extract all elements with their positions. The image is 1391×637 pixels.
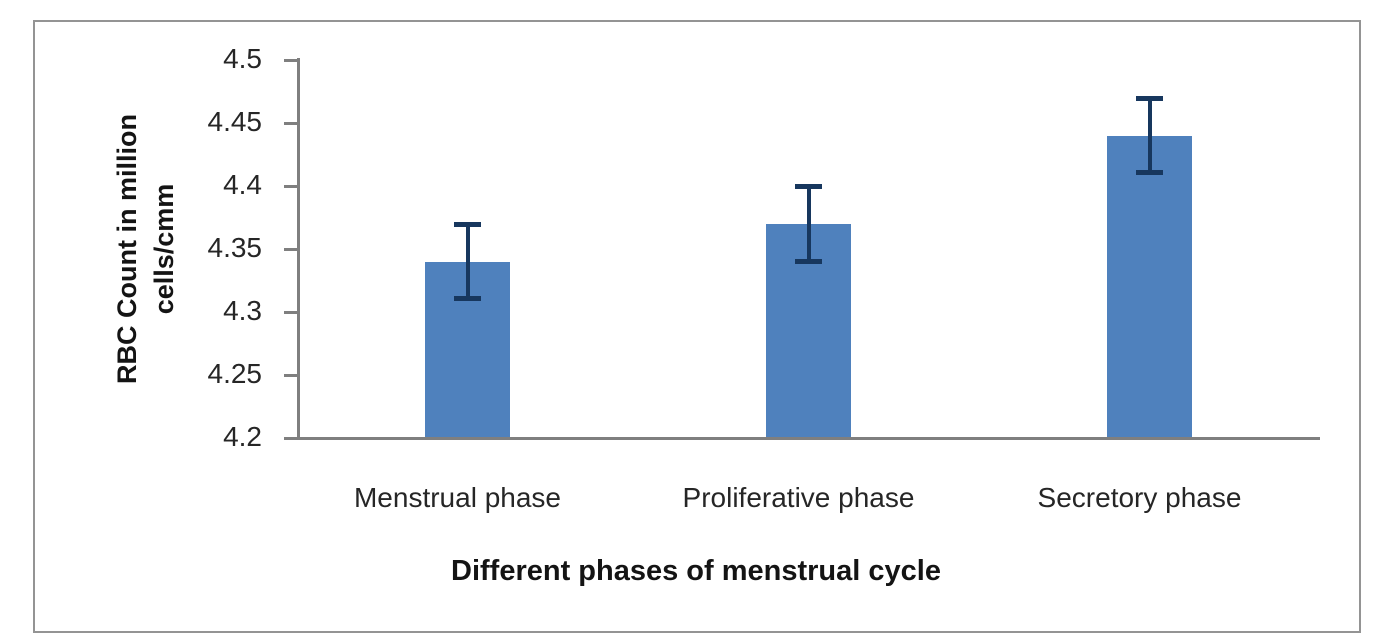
error-bar-bottom-cap-secretory-phase [1136,170,1163,176]
error-bar-bottom-cap-proliferative-phase [795,258,822,264]
y-tick-label: 4.45 [207,106,263,137]
y-tick-label: 4.35 [207,232,263,263]
y-tick-mark [284,59,297,62]
x-axis-title: Different phases of menstrual cycle [451,555,941,587]
bar-secretory-phase [1107,135,1192,437]
y-tick-mark [284,248,297,251]
y-tick-label: 4.4 [223,169,262,200]
y-tick-mark [284,437,297,440]
x-axis-category-label-proliferative-phase: Proliferative phase [682,482,915,513]
x-axis-category-label-secretory-phase: Secretory phase [1037,482,1242,513]
error-bar-bottom-cap-menstrual-phase [454,296,481,302]
x-axis-category-label-menstrual-phase: Menstrual phase [353,482,561,513]
error-bar-top-cap-secretory-phase [1136,95,1163,101]
y-tick-label: 4.5 [223,43,262,74]
y-tick-label: 4.3 [223,295,262,326]
error-bar-top-cap-menstrual-phase [454,221,481,227]
y-tick-mark [284,374,297,377]
y-tick-mark [284,311,297,314]
y-axis-title: RBC Count in million cells/cmm [112,114,179,384]
y-tick-mark [284,122,297,125]
y-axis-line [297,58,300,440]
y-tick-label: 4.2 [223,421,262,452]
x-axis-line [297,437,1320,440]
error-bar-top-cap-proliferative-phase [795,184,822,189]
error-bar-line-proliferative-phase [806,186,811,262]
y-tick-label: 4.25 [207,358,263,389]
error-bar-line-menstrual-phase [465,223,470,300]
y-tick-mark [284,185,297,188]
error-bar-line-secretory-phase [1147,97,1152,174]
